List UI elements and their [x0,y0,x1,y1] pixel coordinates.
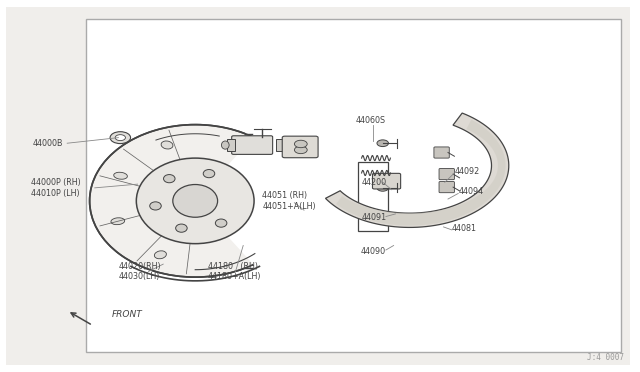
Text: 44000P (RH)
44010P (LH): 44000P (RH) 44010P (LH) [31,178,81,198]
Ellipse shape [289,141,297,149]
Text: J:4 0007: J:4 0007 [587,353,624,362]
Ellipse shape [136,158,254,244]
Ellipse shape [173,185,218,217]
Text: 44000B: 44000B [32,139,63,148]
Text: 44081: 44081 [452,224,477,233]
FancyBboxPatch shape [439,182,454,193]
Polygon shape [336,119,506,225]
Ellipse shape [114,172,127,179]
FancyBboxPatch shape [439,169,454,180]
Circle shape [377,185,388,191]
Circle shape [377,140,388,147]
FancyBboxPatch shape [232,136,273,154]
Circle shape [115,135,125,141]
Text: 44180   (RH)
44180+A(LH): 44180 (RH) 44180+A(LH) [208,262,262,281]
Bar [86,19,621,352]
Ellipse shape [221,141,229,149]
Text: 44091: 44091 [362,213,387,222]
Bar [358,162,388,231]
Wedge shape [195,130,333,272]
FancyBboxPatch shape [227,139,235,151]
Ellipse shape [111,218,125,225]
Text: 44090: 44090 [360,247,385,256]
Ellipse shape [161,141,173,149]
Text: 44092: 44092 [454,167,479,176]
Ellipse shape [154,251,166,259]
Text: 44094: 44094 [458,187,483,196]
Ellipse shape [150,202,161,210]
FancyBboxPatch shape [282,136,318,158]
FancyBboxPatch shape [372,173,401,189]
Ellipse shape [204,170,215,178]
FancyBboxPatch shape [434,147,449,158]
Text: 44060S: 44060S [355,116,385,125]
Circle shape [294,140,307,148]
FancyBboxPatch shape [276,139,284,151]
Ellipse shape [215,219,227,227]
Text: 44200: 44200 [362,178,387,187]
Ellipse shape [164,174,175,183]
Ellipse shape [90,125,301,277]
Ellipse shape [175,224,187,232]
Polygon shape [326,113,509,227]
Text: FRONT: FRONT [112,310,143,319]
Circle shape [294,146,307,154]
Text: 44020(RH)
44030(LH): 44020(RH) 44030(LH) [118,262,161,281]
Text: 44051 (RH)
44051+A(LH): 44051 (RH) 44051+A(LH) [262,191,316,211]
Circle shape [110,132,131,144]
